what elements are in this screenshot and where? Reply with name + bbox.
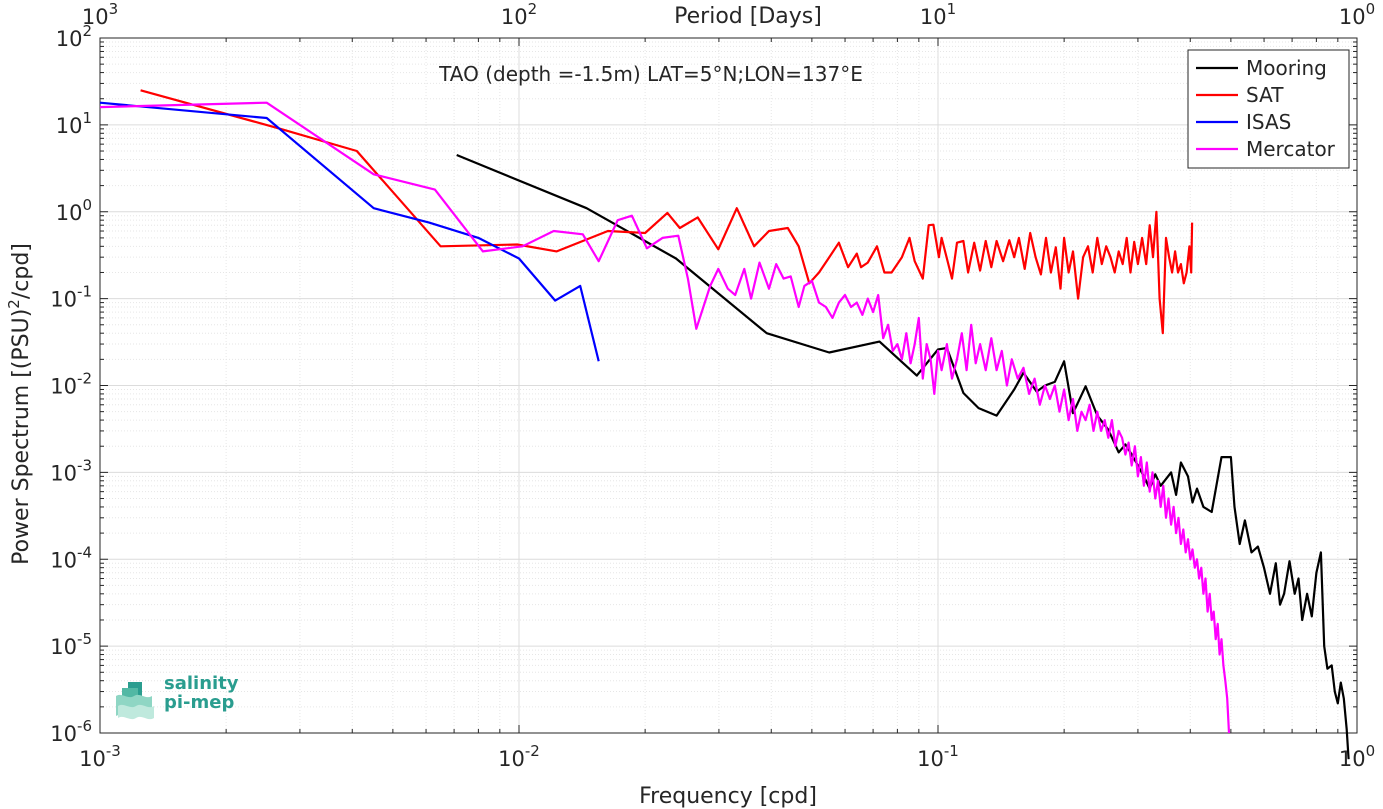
waves-logo-icon	[116, 682, 154, 720]
grid-lines	[100, 38, 1357, 733]
y-tick-label: 10-5	[50, 630, 92, 659]
legend-label: ISAS	[1246, 110, 1291, 134]
y-tick-label: 10-3	[50, 456, 92, 485]
chart-title: TAO (depth =-1.5m) LAT=5°N;LON=137°E	[438, 62, 863, 86]
top-tick-label: 101	[920, 0, 956, 29]
x-tick-label: 100	[1339, 742, 1375, 771]
y-tick-label: 10-4	[50, 543, 92, 572]
salinity-pi-mep-logo: salinity pi-mep	[114, 670, 254, 730]
y-axis-label-group: Power Spectrum [(PSU)2/cpd]	[5, 243, 34, 565]
legend-label: Mercator	[1246, 137, 1336, 161]
y-tick-label: 102	[56, 22, 92, 51]
y-tick-label: 10-2	[50, 370, 92, 399]
legend-label: SAT	[1246, 83, 1284, 107]
x-tick-label: 10-2	[498, 742, 540, 771]
x-tick-label: 10-3	[79, 742, 121, 771]
x-axis-label: Frequency [cpd]	[639, 784, 817, 809]
top-axis-label: Period [Days]	[674, 4, 822, 29]
y-tick-label: 10-1	[50, 283, 92, 312]
logo-wordmark: salinity pi-mep	[164, 674, 239, 712]
tick-marks	[99, 37, 1358, 734]
top-tick-label: 102	[501, 0, 537, 29]
series-line-mooring	[456, 153, 1350, 760]
logo-line2: pi-mep	[164, 692, 235, 713]
legend: Mooring SAT ISAS Mercator	[1187, 49, 1350, 169]
series-line-sat	[140, 89, 1194, 335]
y-axis-label: Power Spectrum [(PSU)2/cpd]	[5, 243, 34, 565]
series-line-mercator	[99, 101, 1231, 734]
series-lines	[99, 89, 1350, 760]
top-tick-label: 103	[82, 0, 118, 29]
logo-line1: salinity	[164, 673, 239, 694]
y-tick-label: 101	[56, 109, 92, 138]
x-tick-label: 10-1	[917, 742, 959, 771]
legend-label: Mooring	[1246, 56, 1327, 80]
y-tick-label: 100	[56, 196, 92, 225]
series-line-isas	[99, 101, 600, 362]
y-tick-label: 10-6	[50, 717, 92, 746]
top-tick-label: 100	[1339, 0, 1375, 29]
